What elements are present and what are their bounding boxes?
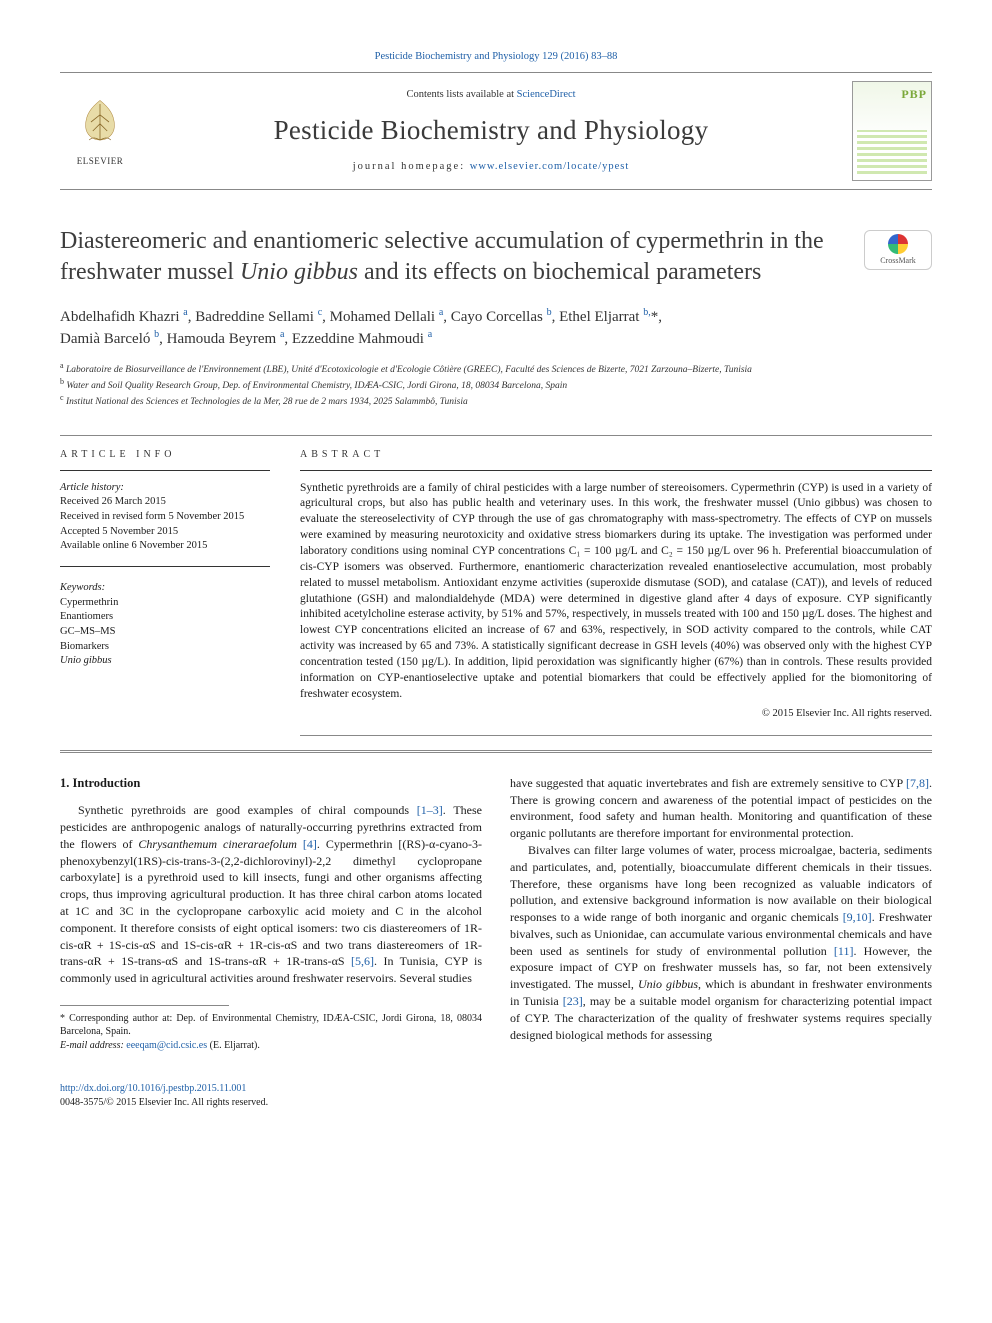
- article-title: Diastereomeric and enantiomeric selectiv…: [60, 226, 840, 287]
- sciencedirect-link[interactable]: ScienceDirect: [517, 89, 576, 100]
- crossmark-label: CrossMark: [880, 256, 916, 267]
- abstract-text: Synthetic pyrethroids are a family of ch…: [300, 481, 932, 703]
- intro-heading: 1. Introduction: [60, 775, 482, 793]
- history-label: Article history:: [60, 481, 270, 496]
- publisher-name: ELSEVIER: [60, 155, 140, 167]
- affiliation-c: c Institut National des Sciences et Tech…: [60, 393, 932, 409]
- keyword: Biomarkers: [60, 640, 270, 655]
- email-link[interactable]: eeeqam@cid.csic.es: [126, 1040, 207, 1051]
- email-who: (E. Eljarrat).: [210, 1040, 260, 1051]
- intro-para-1: Synthetic pyrethroids are good examples …: [60, 802, 482, 987]
- title-part2: and its effects on biochemical parameter…: [358, 259, 761, 285]
- body-column-right: have suggested that aquatic invertebrate…: [510, 775, 932, 1053]
- abstract-heading: ABSTRACT: [300, 448, 932, 462]
- article-info-heading: ARTICLE INFO: [60, 448, 270, 462]
- journal-cover-thumbnail: PBP: [852, 81, 932, 181]
- keywords-label: Keywords:: [60, 581, 270, 596]
- ref-link[interactable]: [4]: [303, 837, 317, 851]
- journal-title: Pesticide Biochemistry and Physiology: [140, 112, 842, 148]
- affiliations: a Laboratoire de Biosurveillance de l'En…: [60, 361, 932, 409]
- elsevier-tree-icon: [73, 95, 127, 149]
- ref-link[interactable]: [1–3]: [417, 803, 443, 817]
- article-history: Article history: Received 26 March 2015 …: [60, 481, 270, 554]
- corr-author: * Corresponding author at: Dep. of Envir…: [60, 1012, 482, 1039]
- corresponding-footnote: * Corresponding author at: Dep. of Envir…: [60, 1012, 482, 1053]
- title-species: Unio gibbus: [240, 259, 358, 285]
- contents-prefix: Contents lists available at: [406, 89, 516, 100]
- affiliation-a: a Laboratoire de Biosurveillance de l'En…: [60, 361, 932, 377]
- contents-lists-line: Contents lists available at ScienceDirec…: [140, 88, 842, 102]
- cover-pbp-label: PBP: [857, 86, 927, 102]
- author-list: Abdelhafidh Khazri a, Badreddine Sellami…: [60, 306, 932, 352]
- crossmark-icon: [888, 234, 908, 254]
- journal-header: ELSEVIER Contents lists available at Sci…: [60, 72, 932, 190]
- ref-link[interactable]: [11]: [834, 944, 854, 958]
- citation-text: Pesticide Biochemistry and Physiology 12…: [375, 51, 618, 62]
- page-footer: http://dx.doi.org/10.1016/j.pestbp.2015.…: [60, 1082, 932, 1109]
- journal-homepage-line: journal homepage: www.elsevier.com/locat…: [140, 160, 842, 174]
- affiliation-b: b Water and Soil Quality Research Group,…: [60, 377, 932, 393]
- intro-para-2: Bivalves can filter large volumes of wat…: [510, 842, 932, 1044]
- crossmark-badge[interactable]: CrossMark: [864, 230, 932, 270]
- keyword: Unio gibbus: [60, 654, 270, 669]
- history-revised: Received in revised form 5 November 2015: [60, 510, 270, 525]
- cover-strip-decoration: [857, 130, 927, 174]
- doi-link[interactable]: http://dx.doi.org/10.1016/j.pestbp.2015.…: [60, 1083, 246, 1094]
- ref-link[interactable]: [9,10]: [843, 910, 872, 924]
- history-online: Available online 6 November 2015: [60, 539, 270, 554]
- body-column-left: 1. Introduction Synthetic pyrethroids ar…: [60, 775, 482, 1053]
- intro-para-1-cont: have suggested that aquatic invertebrate…: [510, 775, 932, 842]
- homepage-link[interactable]: www.elsevier.com/locate/ypest: [470, 161, 630, 172]
- ref-link[interactable]: [23]: [563, 994, 583, 1008]
- ref-link[interactable]: [7,8]: [906, 776, 929, 790]
- abstract-copyright: © 2015 Elsevier Inc. All rights reserved…: [300, 707, 932, 721]
- homepage-prefix: journal homepage:: [353, 161, 470, 172]
- history-received: Received 26 March 2015: [60, 495, 270, 510]
- publisher-logo: ELSEVIER: [60, 95, 140, 168]
- email-label: E-mail address:: [60, 1040, 126, 1051]
- ref-link[interactable]: [5,6]: [351, 954, 374, 968]
- keyword: Enantiomers: [60, 610, 270, 625]
- running-citation: Pesticide Biochemistry and Physiology 12…: [60, 50, 932, 64]
- keyword: GC–MS–MS: [60, 625, 270, 640]
- history-accepted: Accepted 5 November 2015: [60, 525, 270, 540]
- keyword: Cypermethrin: [60, 596, 270, 611]
- issn-copyright: 0048-3575/© 2015 Elsevier Inc. All right…: [60, 1097, 268, 1108]
